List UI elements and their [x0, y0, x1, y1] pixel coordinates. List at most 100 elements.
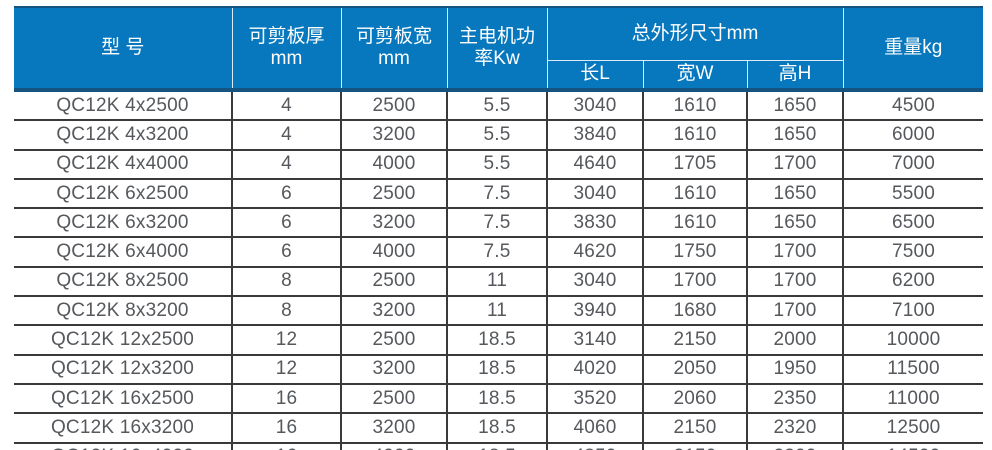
motor-power-cell: 5.5 — [447, 90, 548, 122]
model-cell: QC12K 4x4000 — [14, 149, 233, 180]
length-cell: 3520 — [547, 383, 644, 415]
table-row: QC12K 12x3200 12 3200 18.5 4020 2050 195… — [14, 354, 984, 385]
table-body: QC12K 4x2500 4 2500 5.5 3040 1610 1650 4… — [14, 90, 984, 450]
table-row: QC12K 16x3200 16 3200 18.5 4060 2150 232… — [14, 413, 984, 444]
thickness-cell: 8 — [232, 266, 342, 298]
weight-cell: 6200 — [843, 266, 984, 298]
weight-cell: 10000 — [843, 325, 984, 356]
model-cell: QC12K 16x4000 — [14, 442, 233, 450]
thickness-cell: 4 — [232, 120, 342, 151]
length-cell: 4620 — [547, 237, 644, 268]
col-header-model: 型 号 — [14, 6, 233, 92]
col-header-weight: 重量kg — [843, 6, 984, 92]
thickness-cell: 12 — [232, 325, 342, 356]
width-cell: 2150 — [643, 413, 748, 444]
cut-width-cell: 2500 — [341, 90, 448, 122]
motor-power-cell: 7.5 — [447, 178, 548, 210]
height-cell: 1650 — [747, 90, 845, 122]
table-row: QC12K 6x4000 6 4000 7.5 4620 1750 1700 7… — [14, 237, 984, 268]
thickness-cell: 4 — [232, 149, 342, 180]
thickness-cell: 16 — [232, 442, 342, 450]
weight-cell: 7500 — [843, 237, 984, 268]
cut-width-cell: 3200 — [341, 354, 448, 385]
model-cell: QC12K 6x3200 — [14, 208, 233, 239]
length-cell: 4850 — [547, 442, 644, 450]
shearing-machine-spec-table: 型 号 可剪板厚 mm 可剪板宽 mm 主电机功 率Kw 总外形尺寸mm 重量k… — [14, 6, 984, 450]
motor-power-cell: 18.5 — [447, 413, 548, 444]
cut-width-cell: 3200 — [341, 296, 448, 327]
col-header-height: 高H — [747, 60, 844, 92]
col-header-cut-width: 可剪板宽 mm — [341, 6, 448, 92]
model-cell: QC12K 12x3200 — [14, 354, 233, 385]
table-row: QC12K 12x2500 12 2500 18.5 3140 2150 200… — [14, 325, 984, 356]
height-cell: 2300 — [747, 442, 845, 450]
length-cell: 3940 — [547, 296, 644, 327]
table-row: QC12K 4x4000 4 4000 5.5 4640 1705 1700 7… — [14, 149, 984, 180]
model-cell: QC12K 4x2500 — [14, 90, 233, 122]
model-cell: QC12K 16x2500 — [14, 383, 233, 415]
width-cell: 2050 — [643, 354, 748, 385]
motor-power-cell: 7.5 — [447, 237, 548, 268]
length-cell: 4020 — [547, 354, 644, 385]
length-cell: 4640 — [547, 149, 644, 180]
table-row: QC12K 4x3200 4 3200 5.5 3840 1610 1650 6… — [14, 120, 984, 151]
motor-power-cell: 18.5 — [447, 442, 548, 450]
thickness-cell: 6 — [232, 208, 342, 239]
model-cell: QC12K 16x3200 — [14, 413, 233, 444]
weight-cell: 7000 — [843, 149, 984, 180]
col-header-width: 宽W — [643, 60, 748, 92]
motor-power-cell: 7.5 — [447, 208, 548, 239]
motor-power-cell: 5.5 — [447, 120, 548, 151]
model-cell: QC12K 6x4000 — [14, 237, 233, 268]
cut-width-cell: 2500 — [341, 325, 448, 356]
table-row: QC12K 6x2500 6 2500 7.5 3040 1610 1650 5… — [14, 178, 984, 210]
table-row: QC12K 8x2500 8 2500 11 3040 1700 1700 62… — [14, 266, 984, 298]
model-cell: QC12K 4x3200 — [14, 120, 233, 151]
table-header: 型 号 可剪板厚 mm 可剪板宽 mm 主电机功 率Kw 总外形尺寸mm 重量k… — [14, 6, 984, 92]
length-cell: 3830 — [547, 208, 644, 239]
thickness-cell: 4 — [232, 90, 342, 122]
width-cell: 1610 — [643, 90, 748, 122]
height-cell: 1700 — [747, 296, 845, 327]
length-cell: 3840 — [547, 120, 644, 151]
height-cell: 1950 — [747, 354, 845, 385]
length-cell: 3040 — [547, 90, 644, 122]
thickness-cell: 12 — [232, 354, 342, 385]
width-cell: 1680 — [643, 296, 748, 327]
weight-cell: 14500 — [843, 442, 984, 450]
table-row: QC12K 16x4000 16 4000 18.5 4850 2150 230… — [14, 442, 984, 450]
width-cell: 1610 — [643, 208, 748, 239]
width-cell: 2150 — [643, 442, 748, 450]
height-cell: 1650 — [747, 178, 845, 210]
col-header-dimensions-group: 总外形尺寸mm — [547, 6, 844, 61]
table-row: QC12K 6x3200 6 3200 7.5 3830 1610 1650 6… — [14, 208, 984, 239]
height-cell: 2320 — [747, 413, 845, 444]
weight-cell: 11000 — [843, 383, 984, 415]
height-cell: 1650 — [747, 120, 845, 151]
col-header-length: 长L — [547, 60, 644, 92]
cut-width-cell: 3200 — [341, 208, 448, 239]
width-cell: 1610 — [643, 178, 748, 210]
thickness-cell: 6 — [232, 178, 342, 210]
motor-power-cell: 11 — [447, 296, 548, 327]
height-cell: 2350 — [747, 383, 845, 415]
weight-cell: 12500 — [843, 413, 984, 444]
motor-power-cell: 18.5 — [447, 383, 548, 415]
weight-cell: 11500 — [843, 354, 984, 385]
weight-cell: 5500 — [843, 178, 984, 210]
weight-cell: 6500 — [843, 208, 984, 239]
width-cell: 2150 — [643, 325, 748, 356]
header-row-sub: 长L 宽W 高H — [14, 60, 983, 92]
length-cell: 3040 — [547, 178, 644, 210]
cut-width-cell: 4000 — [341, 237, 448, 268]
width-cell: 1700 — [643, 266, 748, 298]
length-cell: 3040 — [547, 266, 644, 298]
weight-cell: 7100 — [843, 296, 984, 327]
cut-width-cell: 4000 — [341, 149, 448, 180]
width-cell: 1610 — [643, 120, 748, 151]
length-cell: 3140 — [547, 325, 644, 356]
motor-power-cell: 5.5 — [447, 149, 548, 180]
width-cell: 1705 — [643, 149, 748, 180]
length-cell: 4060 — [547, 413, 644, 444]
